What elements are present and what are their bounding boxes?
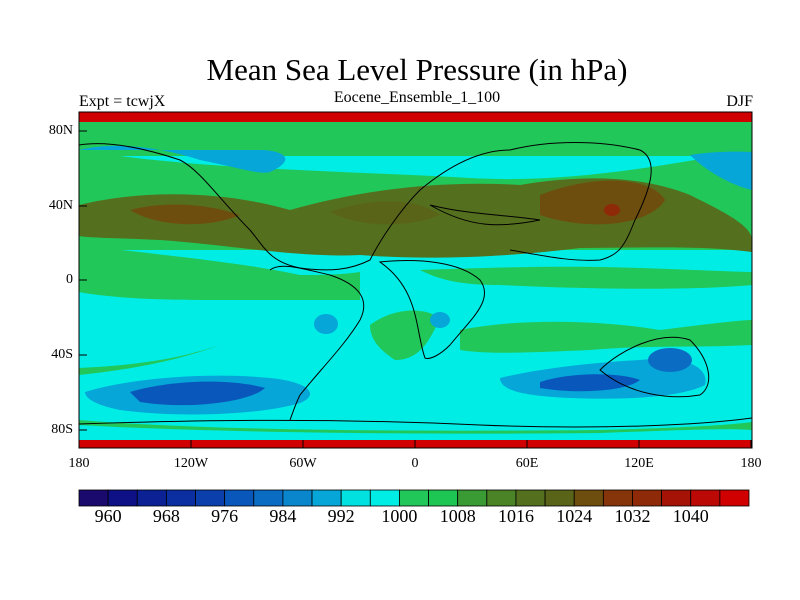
experiment-label: Expt = tcwjX: [79, 93, 166, 110]
coastline-inland-sea: [429, 204, 541, 226]
colorbar-label: 968: [152, 506, 180, 526]
field-south-green-indian: [460, 320, 752, 353]
colorbar-swatch: [690, 489, 721, 507]
field-high-core-west: [130, 204, 240, 225]
plot-title: Mean Sea Level Pressure (in hPa): [206, 52, 628, 87]
coastline-africa: [378, 260, 486, 359]
colorbar-swatch: [428, 489, 459, 507]
season-label: DJF: [726, 93, 753, 110]
colorbar-swatch: [224, 489, 255, 507]
field-tropical-green-east: [420, 266, 752, 289]
colorbar-swatch: [369, 489, 400, 507]
colorbar-label: 992: [327, 506, 355, 526]
pressure-field: [79, 112, 752, 448]
colorbar-swatch: [311, 489, 342, 507]
field-south-green-pacific: [79, 345, 220, 375]
colorbar-swatch: [195, 489, 226, 507]
colorbar-label: 1008: [439, 506, 476, 526]
field-high-core-atlantic: [330, 201, 440, 225]
colorbar-label: 1024: [556, 506, 593, 526]
colorbar: [78, 489, 750, 507]
field-small-low-africa: [430, 312, 450, 328]
field-high-maximum: [604, 204, 620, 216]
colorbar-swatch: [632, 489, 663, 507]
field-high-core-asia: [540, 180, 665, 225]
field-low-australia: [648, 348, 692, 372]
coastline-australia: [599, 336, 710, 398]
colorbar-label: 976: [211, 506, 239, 526]
colorbar-label: 1040: [672, 506, 709, 526]
colorbar-swatch: [544, 489, 575, 507]
colorbar-swatch: [282, 489, 313, 507]
coastline-south-america: [269, 265, 365, 421]
colorbar-label: 984: [269, 506, 297, 526]
lat-label-80s: 80S: [51, 422, 73, 437]
field-tropical-cyan: [79, 300, 160, 324]
lon-label-180e: 180: [740, 456, 762, 471]
lat-label-80n: 80N: [48, 123, 73, 138]
colorbar-swatch: [78, 489, 109, 507]
field-subpolar-low-west-core: [130, 381, 265, 406]
colorbar-swatch: [107, 489, 138, 507]
colorbar-swatch: [486, 489, 517, 507]
field-arctic-low-west: [79, 145, 286, 173]
field-tropical-green-west: [79, 245, 360, 300]
colorbar-label: 1016: [497, 506, 534, 526]
lon-label-0: 0: [411, 456, 419, 471]
colorbar-swatch: [602, 489, 633, 507]
lon-label-120e: 120E: [624, 456, 654, 471]
colorbar-swatch: [399, 489, 429, 507]
colorbar-label: 960: [94, 506, 122, 526]
colorbar-swatch: [136, 489, 167, 507]
lon-label-60e: 60E: [515, 456, 539, 471]
coastline-north: [79, 142, 652, 271]
colorbar-swatch: [719, 489, 750, 507]
coastlines: [79, 142, 752, 428]
colorbar-swatch: [340, 489, 371, 507]
field-arctic-low-east: [690, 151, 752, 190]
lat-label-40s: 40S: [51, 347, 73, 362]
lat-label-0: 0: [66, 272, 73, 287]
field-north-pole-high: [79, 112, 752, 122]
colorbar-label: 1032: [614, 506, 651, 526]
colorbar-label: 1000: [381, 506, 418, 526]
colorbar-swatch: [165, 489, 196, 507]
lat-label-40n: 40N: [48, 198, 73, 213]
colorbar-swatch: [661, 489, 692, 507]
field-antarctic-cyan: [79, 425, 752, 440]
colorbar-swatch: [253, 489, 284, 507]
coastline-antarctica: [79, 417, 752, 428]
field-small-low-south-america: [314, 314, 338, 334]
axis-ticks: [78, 130, 752, 448]
lon-label-120w: 120W: [173, 456, 209, 471]
lon-label-180w: 180: [68, 456, 90, 471]
dataset-label: Eocene_Ensemble_1_100: [333, 89, 501, 106]
field-subpolar-low-east-core: [540, 374, 640, 392]
lon-label-60w: 60W: [289, 456, 317, 471]
colorbar-swatch: [457, 489, 488, 507]
colorbar-swatch: [573, 489, 604, 507]
colorbar-swatch: [515, 489, 546, 507]
